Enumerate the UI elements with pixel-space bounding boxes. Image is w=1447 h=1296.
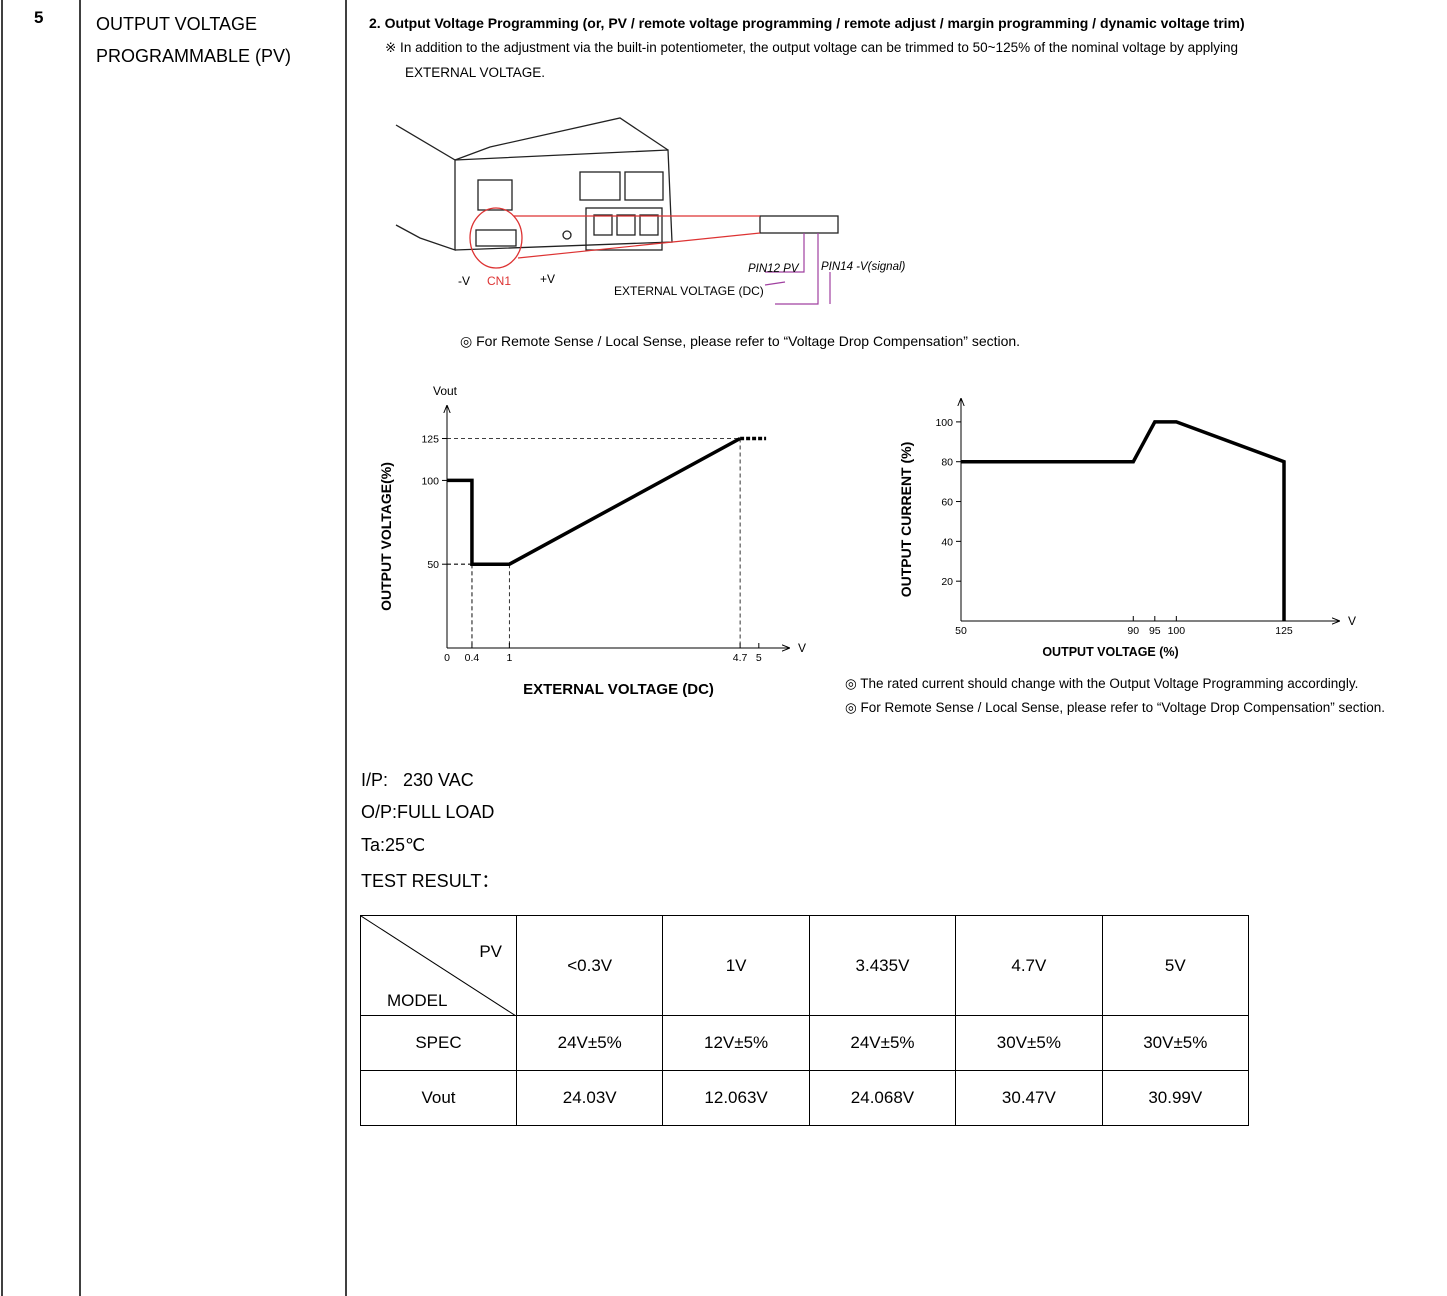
zoom-lines	[514, 216, 760, 258]
y-tick-label: 20	[941, 576, 953, 588]
column-header: <0.3V	[517, 916, 663, 1016]
y-tick-label: 80	[941, 457, 953, 469]
test-line: O/P:FULL LOAD	[361, 802, 494, 823]
x-axis-label: OUTPUT VOLTAGE (%)	[1042, 645, 1178, 659]
minus-v: -V	[458, 274, 470, 288]
x-tick-label: 0.4	[465, 652, 480, 664]
plus-v: +V	[540, 272, 555, 286]
x-axis-unit: V	[798, 641, 806, 655]
y-tick-label: 60	[941, 497, 953, 509]
x-tick-label: 4.7	[733, 652, 748, 664]
x-tick-label: 125	[1275, 625, 1293, 637]
corner-top: PV	[479, 942, 502, 962]
column-header: 5V	[1102, 916, 1248, 1016]
y-axis-name: Vout	[433, 384, 458, 398]
x-tick-label: 0	[444, 652, 450, 664]
y-tick-label: 100	[935, 417, 953, 429]
page: -V CN1 +V PIN12 PV PIN14 -V(signal) EXTE…	[0, 0, 1447, 1296]
remote-note: ◎ For Remote Sense / Local Sense, please…	[460, 333, 1020, 350]
column-header: 4.7V	[956, 916, 1102, 1016]
section-title: 2. Output Voltage Programming (or, PV / …	[369, 15, 1245, 31]
section-note: ※ In addition to the adjustment via the …	[385, 40, 1238, 56]
chart-note: ◎ The rated current should change with t…	[845, 676, 1358, 692]
y-tick-label: 125	[421, 434, 439, 446]
y-tick-label: 50	[427, 559, 439, 571]
y-tick-label: 100	[421, 475, 439, 487]
x-tick-label: 90	[1127, 625, 1139, 637]
result-table: PV MODEL <0.3V 1V 3.435V 4.7V 5V SPEC 24…	[360, 915, 1249, 1126]
corner-cell: PV MODEL	[361, 916, 517, 1016]
test-line: Ta:25℃	[361, 835, 425, 856]
cell: 30V±5%	[956, 1016, 1102, 1071]
cell: 30V±5%	[1102, 1016, 1248, 1071]
x-axis-unit: V	[1348, 614, 1356, 628]
x-tick-label: 1	[506, 652, 512, 664]
chart-note: ◎ For Remote Sense / Local Sense, please…	[845, 700, 1385, 716]
pin14: PIN14 -V(signal)	[821, 261, 906, 273]
test-line: TEST RESULT：	[361, 867, 499, 893]
external: EXTERNAL VOLTAGE (DC)	[614, 284, 764, 298]
x-tick-label: 95	[1149, 625, 1161, 637]
row-item: OUTPUT VOLTAGE PROGRAMMABLE (PV)	[96, 8, 336, 72]
row-header: Vout	[361, 1071, 517, 1126]
cell: 12V±5%	[663, 1016, 809, 1071]
cell: 12.063V	[663, 1071, 809, 1126]
y-axis-label: OUTPUT VOLTAGE(%)	[378, 462, 394, 611]
data-line	[447, 439, 740, 565]
corner-bottom: MODEL	[387, 991, 447, 1011]
cell: 24.068V	[809, 1071, 955, 1126]
x-axis-label: EXTERNAL VOLTAGE (DC)	[523, 681, 714, 698]
cell: 24V±5%	[809, 1016, 955, 1071]
row-borders	[2, 0, 346, 1296]
x-tick-label: 5	[756, 652, 762, 664]
section-note: EXTERNAL VOLTAGE.	[405, 65, 545, 80]
row-header: SPEC	[361, 1016, 517, 1071]
column-header: 1V	[663, 916, 809, 1016]
cn1: CN1	[487, 274, 511, 288]
pin12: PIN12 PV	[748, 263, 800, 275]
cn1-circle	[470, 208, 522, 268]
cell: 24V±5%	[517, 1016, 663, 1071]
cell: 30.47V	[956, 1071, 1102, 1126]
y-tick-label: 40	[941, 536, 953, 548]
data-line	[961, 422, 1284, 621]
column-header: 3.435V	[809, 916, 955, 1016]
x-tick-label: 100	[1168, 625, 1186, 637]
y-axis-label: OUTPUT CURRENT (%)	[898, 442, 914, 598]
cell: 24.03V	[517, 1071, 663, 1126]
test-line: I/P: 230 VAC	[361, 770, 474, 791]
cell: 30.99V	[1102, 1071, 1248, 1126]
psu-drawing	[396, 118, 838, 250]
row-number: 5	[34, 8, 43, 28]
x-tick-label: 50	[955, 625, 967, 637]
